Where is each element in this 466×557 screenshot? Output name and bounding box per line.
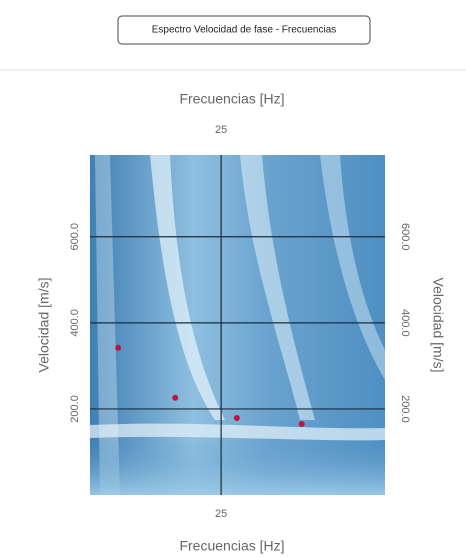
- y-tick-label-right: 600.0: [399, 223, 411, 251]
- point: [233, 414, 240, 421]
- y-axis-title-left: Velocidad [m/s]: [36, 278, 52, 373]
- y-tick-label: 400.0: [69, 309, 81, 337]
- spectrum: [90, 155, 385, 495]
- point: [298, 420, 305, 427]
- x-tick-label-top: 25: [215, 124, 227, 136]
- y-tick-label-right: 200.0: [399, 395, 411, 423]
- button[interactable]: Espectro Velocidad de fase - Frecuencias: [117, 15, 371, 45]
- point: [115, 344, 122, 351]
- x-axis-title-top: Frecuencias [Hz]: [179, 91, 284, 107]
- x-tick-label: 25: [215, 508, 227, 520]
- x-axis-title-bottom: Frecuencias [Hz]: [179, 538, 284, 554]
- y-axis-title-right: Velocidad [m/s]: [430, 278, 446, 373]
- y-tick-label-right: 400.0: [399, 309, 411, 337]
- y-tick-label: 600.0: [69, 223, 81, 251]
- button-label[interactable]: Espectro Velocidad de fase - Frecuencias: [152, 25, 337, 36]
- y-tick-label: 200.0: [69, 395, 81, 423]
- point: [172, 394, 179, 401]
